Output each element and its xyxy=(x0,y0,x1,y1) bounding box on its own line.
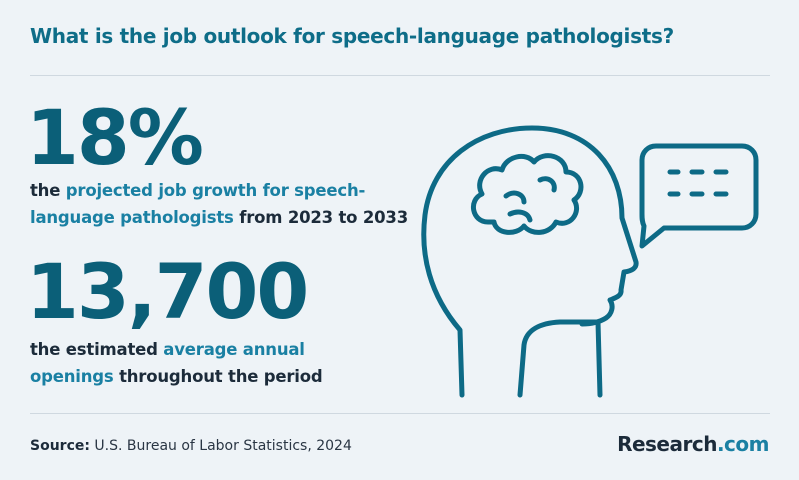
text: the xyxy=(30,181,66,200)
highlight: projected job growth for speech-language… xyxy=(30,181,366,227)
text: from 2023 to 2033 xyxy=(233,208,408,227)
stat-value: 13,700 xyxy=(26,247,309,336)
text: throughout the period xyxy=(113,367,323,386)
speech-bubble xyxy=(639,143,759,249)
stat-value: 18% xyxy=(26,93,204,182)
source-text: U.S. Bureau of Labor Statistics, 2024 xyxy=(94,438,352,454)
text: the estimated xyxy=(30,340,164,359)
title: What is the job outlook for speech-langu… xyxy=(30,24,674,48)
brand-suffix: .com xyxy=(716,432,770,456)
neck-line xyxy=(517,319,603,398)
brand-logo: Research.com xyxy=(617,432,769,456)
divider xyxy=(30,413,770,414)
brand-name: Research xyxy=(617,432,717,456)
head-outline xyxy=(421,125,639,398)
highlight: average annual openings xyxy=(30,340,305,386)
stat-description: the projected job growth for speech-lang… xyxy=(30,177,425,231)
source-label: Source: xyxy=(30,438,90,454)
stat-description: the estimated average annual openings th… xyxy=(30,336,370,390)
divider xyxy=(30,75,770,76)
source: Source: U.S. Bureau of Labor Statistics,… xyxy=(30,438,352,454)
bubble-dashes xyxy=(667,169,729,197)
brain xyxy=(471,153,584,235)
